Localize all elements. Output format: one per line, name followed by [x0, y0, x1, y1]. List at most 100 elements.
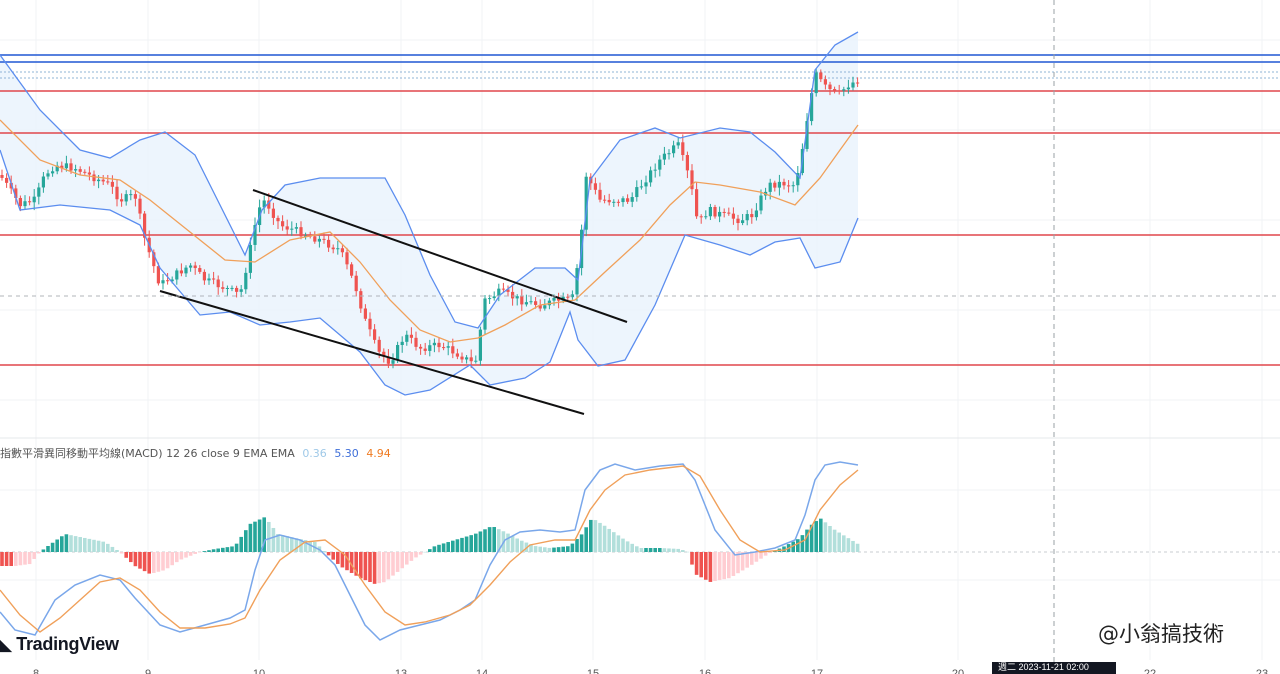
macd-histogram-bar: [202, 551, 207, 552]
candle-body: [796, 173, 800, 186]
macd-histogram-bar: [612, 532, 616, 552]
candle-body: [653, 169, 657, 171]
candle-body: [750, 214, 754, 218]
candle-body: [193, 265, 197, 269]
macd-histogram-bar: [685, 551, 690, 553]
candle-body: [524, 302, 528, 305]
macd-histogram-bar: [391, 552, 395, 576]
macd-histogram-bar: [533, 546, 538, 552]
candle-body: [446, 346, 450, 348]
macd-histogram-bar: [451, 540, 455, 552]
macd-histogram-bar: [731, 552, 736, 576]
macd-histogram-bar: [602, 525, 607, 552]
macd-histogram-bar: [9, 552, 13, 566]
macd-histogram-bar: [515, 538, 519, 552]
candle-body: [759, 195, 763, 211]
candle-body: [616, 201, 620, 203]
macd-histogram-bar: [27, 552, 32, 565]
candle-body: [768, 182, 772, 192]
macd-histogram-bar: [437, 544, 441, 552]
candle-body: [699, 216, 703, 218]
candle-body: [570, 294, 574, 298]
macd-histogram-bar: [704, 552, 708, 580]
macd-histogram-bar: [41, 549, 46, 552]
candle-body: [782, 181, 786, 186]
candle-body: [626, 198, 630, 202]
candle-body: [166, 280, 170, 282]
candle-body: [391, 360, 395, 364]
candle-body: [695, 189, 699, 217]
candle-body: [474, 360, 478, 362]
macd-histogram-bar: [796, 539, 800, 552]
x-tick-label: 20: [952, 668, 964, 674]
macd-histogram-bar: [446, 542, 450, 552]
macd-histogram-bar: [809, 524, 814, 552]
candle-body: [823, 79, 827, 85]
candle-body: [14, 188, 18, 198]
candle-body: [373, 329, 377, 340]
macd-histogram-bar: [455, 539, 460, 552]
candle-body: [221, 287, 225, 289]
candle-body: [179, 270, 183, 274]
macd-histogram-bar: [474, 533, 478, 552]
candle-body: [846, 87, 850, 90]
candle-body: [41, 176, 45, 188]
macd-histogram-bar: [138, 552, 142, 569]
candle-body: [212, 278, 216, 280]
macd-histogram-bar: [198, 552, 202, 553]
macd-histogram-bar: [819, 518, 823, 552]
candle-body: [359, 291, 363, 309]
macd-histogram-bar: [188, 552, 193, 556]
x-tick-label: 15: [587, 668, 599, 674]
macd-histogram-bar: [791, 541, 795, 552]
macd-histogram-bar: [276, 534, 280, 552]
candle-body: [704, 216, 708, 218]
macd-histogram-bar: [653, 548, 657, 552]
candle-body: [74, 169, 78, 171]
upper-channel-line: [252, 189, 628, 323]
macd-histogram-bar: [55, 539, 59, 552]
candle-body: [299, 227, 303, 237]
candle-body: [184, 267, 188, 274]
candle-body: [28, 201, 32, 203]
macd-histogram-bar: [69, 535, 73, 552]
x-axis-ticks: 8 9 10 13 14 15 16 17 20 22 23: [33, 668, 1268, 674]
macd-histogram-bar: [23, 552, 27, 565]
candle-body: [483, 298, 487, 330]
candle-body: [713, 207, 717, 217]
macd-histogram-bar: [768, 552, 772, 554]
macd-histogram-bar: [566, 546, 570, 552]
candle-body: [106, 181, 110, 183]
macd-histogram-bar: [193, 552, 197, 554]
candle-body: [400, 341, 404, 346]
candle-body: [492, 296, 496, 299]
candle-body: [336, 248, 340, 250]
macd-histogram-bar: [225, 547, 230, 552]
candle-body: [101, 179, 105, 182]
macd-histogram-bar: [593, 520, 598, 552]
candle-body: [18, 197, 22, 207]
candle-body: [207, 278, 211, 281]
macd-histogram-bar: [414, 552, 418, 558]
candle-body: [465, 357, 469, 360]
candle-body: [741, 220, 745, 224]
candle-body: [603, 199, 607, 201]
candle-body: [612, 201, 616, 203]
macd-histogram-bar: [759, 552, 763, 559]
macd-histogram-bar: [837, 532, 841, 552]
candle-body: [124, 194, 128, 202]
macd-histogram-bar: [221, 547, 225, 552]
macd-histogram-bar: [92, 539, 96, 552]
candle-body: [773, 182, 777, 188]
macd-histogram-bar: [124, 552, 128, 558]
macd-histogram-bar: [308, 541, 312, 552]
candle-body: [478, 329, 482, 361]
tradingview-logo[interactable]: ◣ TradingView: [0, 634, 119, 655]
macd-histogram-bar: [690, 552, 694, 565]
candle-body: [819, 72, 823, 80]
candle-body: [317, 238, 321, 242]
candle-body: [175, 270, 179, 280]
candle-body: [340, 248, 344, 253]
macd-histogram-bar: [326, 552, 331, 556]
